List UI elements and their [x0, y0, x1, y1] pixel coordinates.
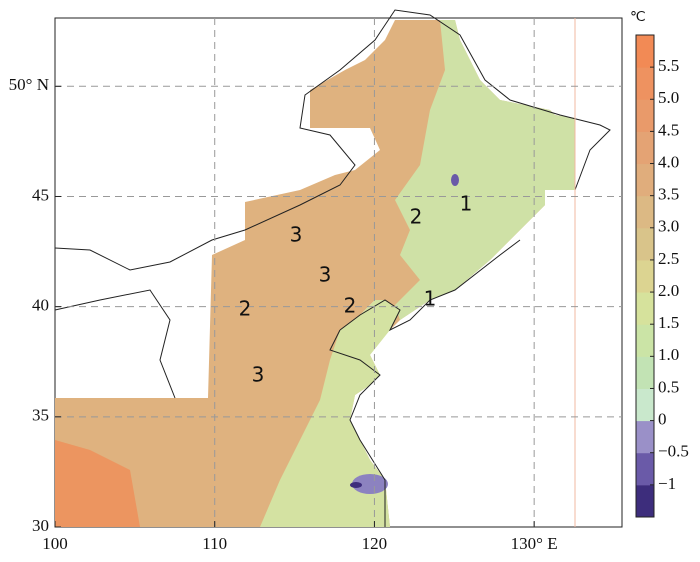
colorbar-tick-label: 2.5 — [658, 249, 679, 268]
colorbar-tick-label: 1.0 — [658, 345, 679, 364]
contour-label: 2 — [239, 297, 252, 321]
colorbar-segment — [636, 388, 654, 422]
colorbar-tick-label: −0.5 — [658, 442, 689, 461]
y-tick-label: 35 — [32, 406, 49, 425]
colorbar-tick-label: −1 — [658, 474, 676, 493]
colorbar-segment — [636, 99, 654, 132]
y-tick-label: 45 — [32, 185, 49, 204]
colorbar-frame — [635, 34, 655, 518]
colorbar-tick-label: 3.5 — [658, 185, 679, 204]
contour-label: 3 — [319, 263, 332, 287]
y-tick-label: 30 — [32, 516, 49, 535]
colorbar-tick-label: 5.0 — [658, 88, 679, 107]
y-tick-label: 40 — [32, 296, 49, 315]
x-tick-label: 130° E — [511, 534, 558, 553]
negative-core — [350, 482, 362, 488]
colorbar-segment — [636, 356, 654, 389]
colorbar-tick-label: 5.5 — [658, 56, 679, 75]
contour-label: 3 — [290, 223, 303, 247]
x-tick-label: 120 — [362, 534, 388, 553]
colorbar-segment — [636, 131, 654, 165]
contour-label: 2 — [344, 294, 357, 318]
colorbar-tick-label: 4.0 — [658, 152, 679, 171]
colorbar-tick-label: 1.5 — [658, 313, 679, 332]
warm-area — [55, 440, 140, 527]
y-tick-label: 50° N — [9, 75, 49, 94]
colorbar-tick-label: 0 — [658, 410, 667, 429]
temperature-field — [55, 20, 575, 527]
boundaries — [54, 9, 611, 527]
contour-label: 3 — [252, 363, 265, 387]
colorbar-tick-label: 4.5 — [658, 120, 679, 139]
colorbar-segment — [636, 452, 654, 486]
x-tick-label: 110 — [202, 534, 227, 553]
colorbar-segment — [636, 67, 654, 100]
colorbar-unit: ℃ — [630, 10, 646, 25]
colorbar-tick-label: 3.0 — [658, 217, 679, 236]
negative-area — [352, 474, 388, 494]
colorbar-segment — [636, 292, 654, 325]
colorbar-segment — [636, 324, 654, 357]
x-tick-label: 100 — [42, 534, 68, 553]
contour-label: 1 — [460, 192, 473, 216]
colorbar-segment — [636, 484, 654, 518]
contour-label: 1 — [424, 287, 437, 311]
colorbar-segment — [636, 163, 654, 197]
colorbar-segment — [636, 195, 654, 229]
contour-label: 2 — [410, 205, 423, 229]
cool-area — [395, 20, 575, 320]
colorbar-segment — [636, 35, 654, 68]
colorbar-segment — [636, 259, 654, 293]
coastal-area — [260, 300, 400, 527]
colorbar-tick-label: 0.5 — [658, 377, 679, 396]
negative-spot — [451, 174, 459, 186]
colorbar-tick-label: 2.0 — [658, 281, 679, 300]
colorbar-segment — [636, 227, 654, 261]
colorbar-segment — [636, 420, 654, 454]
